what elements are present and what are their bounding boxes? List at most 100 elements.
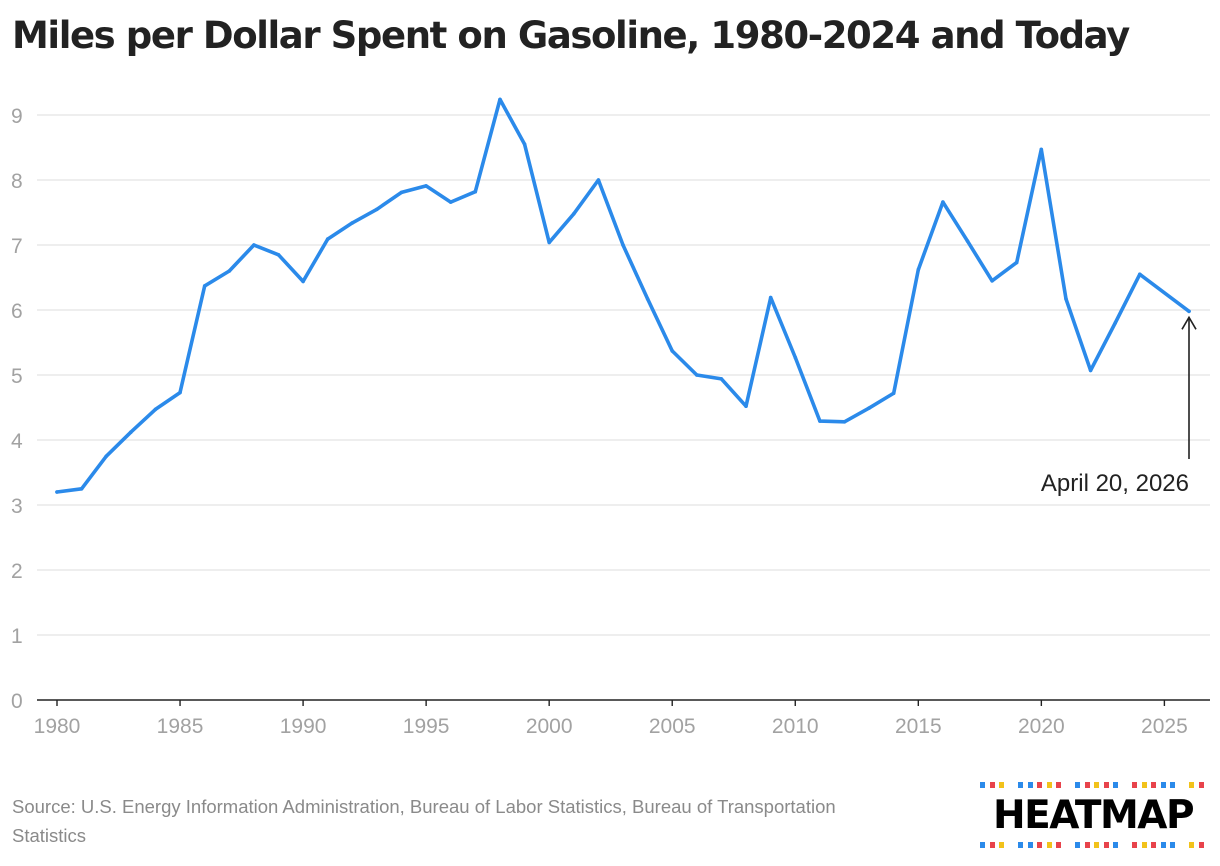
logo-dot: [1160, 842, 1166, 848]
data-point: [1187, 309, 1191, 314]
y-tick-label: 0: [11, 690, 23, 713]
logo-dot: [1151, 782, 1156, 788]
data-point: [596, 178, 601, 182]
logo-dot: [989, 842, 995, 848]
data-point: [1088, 368, 1093, 373]
logo-dots-bottom: [980, 842, 1206, 848]
data-point: [104, 454, 108, 459]
data-point: [645, 297, 650, 301]
logo-dot: [1075, 782, 1080, 788]
logo-dot: [1151, 842, 1156, 848]
logo-dot: [1113, 842, 1118, 848]
logo-dot: [1132, 842, 1137, 848]
x-tick-label: 2015: [895, 715, 942, 738]
logo-dot: [980, 842, 985, 848]
y-tick-label: 5: [11, 365, 23, 388]
logo-dot: [1094, 782, 1099, 788]
data-point: [153, 407, 158, 412]
data-point: [916, 267, 921, 272]
data-point: [227, 269, 232, 273]
x-tick-label: 2005: [649, 715, 696, 738]
data-point: [325, 237, 330, 241]
data-point: [695, 373, 699, 377]
logo-dot: [1027, 842, 1033, 848]
data-point: [448, 200, 453, 204]
data-point: [276, 253, 281, 257]
logo-dot: [1160, 782, 1166, 788]
logo-dot: [1084, 842, 1090, 848]
logo-dot: [1018, 782, 1023, 788]
logo-dot: [1189, 842, 1194, 848]
line-chart: 0 1 2 3 4 5 6 7 8 9 1980 1985 1990 1995 2000 2005 2010 2…: [11, 97, 1210, 738]
x-tick-label: 1985: [157, 715, 204, 738]
x-tick-label: 1995: [403, 715, 450, 738]
heatmap-logo: HEATMAP: [980, 782, 1206, 848]
logo-dot: [980, 782, 985, 788]
logo-dot: [1018, 842, 1023, 848]
logo-dot: [1132, 782, 1137, 788]
logo-dot: [1084, 782, 1090, 788]
data-point: [621, 243, 625, 247]
logo-dot: [1037, 782, 1042, 788]
annotation-label: April 20, 2026: [1041, 470, 1189, 497]
data-point: [178, 390, 182, 395]
logo-dot: [989, 782, 995, 788]
data-point: [350, 221, 355, 225]
y-tick-label: 6: [11, 300, 23, 323]
logo-dot: [1189, 782, 1194, 788]
logo-dot: [1046, 842, 1052, 848]
x-tick-label: 2020: [1018, 715, 1065, 738]
series: [55, 97, 1191, 494]
logo-dot: [1103, 782, 1109, 788]
x-tick-label: 1980: [34, 715, 81, 738]
data-point: [670, 349, 674, 353]
data-point: [547, 240, 551, 245]
logo-dot: [999, 842, 1004, 848]
annotations: April 20, 2026: [1041, 315, 1197, 497]
y-tick-label: 1: [11, 625, 23, 648]
data-point: [891, 391, 896, 396]
logo-dot: [1027, 782, 1033, 788]
data-point: [55, 490, 59, 494]
data-point: [79, 487, 84, 491]
data-point: [990, 279, 994, 283]
logo-dot: [1075, 842, 1080, 848]
data-point: [252, 243, 256, 247]
y-tick-label: 8: [11, 170, 23, 193]
y-tick-label: 9: [11, 105, 23, 128]
logo-dot: [1094, 842, 1099, 848]
logo-dot: [1103, 842, 1109, 848]
data-point: [818, 419, 822, 423]
data-point: [202, 284, 207, 288]
logo-dot: [1141, 782, 1147, 788]
data-point: [129, 430, 133, 435]
x-tick-label: 1990: [280, 715, 327, 738]
y-tick-label: 3: [11, 495, 23, 518]
data-point: [522, 142, 527, 147]
data-point: [793, 355, 798, 360]
logo-dot: [1037, 842, 1042, 848]
data-point: [1039, 147, 1044, 152]
data-point: [1138, 272, 1142, 277]
x-tick-label: 2010: [772, 715, 819, 738]
data-point: [719, 377, 724, 381]
y-tick-label: 4: [11, 430, 23, 453]
series-line: [55, 97, 1191, 494]
data-point: [768, 295, 773, 300]
logo-dot: [999, 782, 1004, 788]
data-point: [301, 279, 305, 284]
x-tick-label: 2025: [1141, 715, 1188, 738]
data-point: [1014, 260, 1019, 265]
annotation-arrowhead: [1181, 315, 1197, 330]
logo-dots-top: [980, 782, 1206, 788]
source-note: Source: U.S. Energy Information Administ…: [12, 796, 836, 846]
y-tick-label: 7: [11, 235, 23, 258]
y-tick-label: 2: [11, 560, 23, 583]
data-point: [744, 404, 748, 409]
data-point: [965, 239, 970, 243]
logo-wordmark: HEATMAP: [992, 793, 1195, 838]
logo-dot: [1198, 782, 1204, 788]
logo-dot: [1113, 782, 1118, 788]
x-axis-ticks: 1980 1985 1990 1995 2000 2005 2010 2015 2020 2025: [34, 700, 1188, 738]
data-point: [399, 190, 404, 195]
